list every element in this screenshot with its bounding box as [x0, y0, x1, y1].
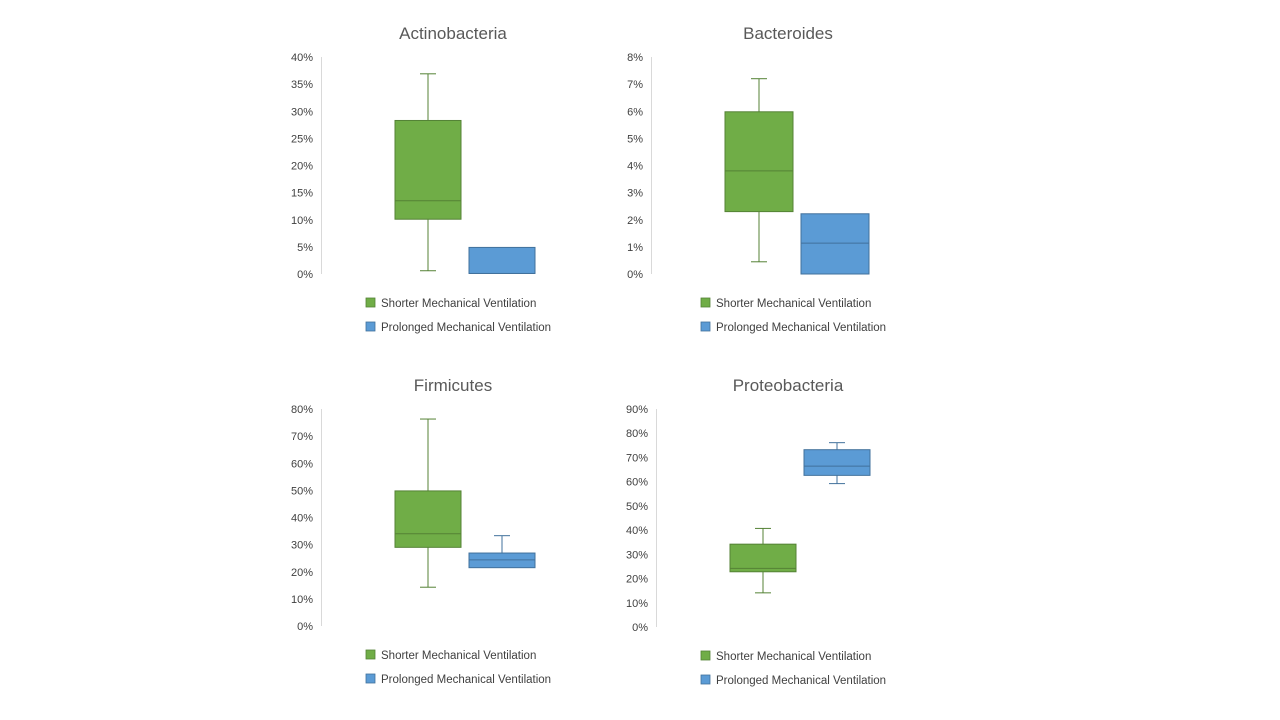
legend-swatch	[700, 674, 711, 685]
box-shorter	[394, 73, 462, 272]
y-tick-label: 20%	[291, 567, 313, 579]
box-prolonged	[803, 442, 871, 485]
chart-title: Firmicutes	[414, 376, 492, 395]
y-tick-label: 5%	[297, 242, 313, 254]
box-shorter	[394, 418, 462, 588]
y-tick-label: 40%	[291, 513, 313, 525]
legend-label: Shorter Mechanical Ventilation	[716, 298, 871, 310]
chart-title: Bacteroides	[743, 24, 833, 43]
y-tick-label: 20%	[291, 161, 313, 173]
chart-title: Proteobacteria	[733, 376, 844, 395]
y-tick-label: 20%	[626, 574, 648, 586]
legend-label: Shorter Mechanical Ventilation	[716, 651, 871, 663]
y-tick-label: 25%	[291, 133, 313, 145]
chart-0: Actinobacteria 0% 5% 10% 15% 20% 25% 30% 35% 40% S…	[291, 24, 551, 334]
y-tick-label: 80%	[291, 404, 313, 416]
y-tick-label: 70%	[626, 452, 648, 464]
legend-swatch	[700, 297, 711, 308]
y-tick-label: 3%	[627, 188, 643, 200]
box-prolonged	[468, 535, 536, 569]
y-tick-label: 10%	[291, 215, 313, 227]
box-body	[468, 246, 536, 274]
y-tick-label: 80%	[626, 428, 648, 440]
legend-label: Prolonged Mechanical Ventilation	[716, 322, 886, 334]
y-tick-label: 30%	[291, 540, 313, 552]
box-body	[803, 449, 871, 476]
y-tick-label: 60%	[626, 477, 648, 489]
y-tick-label: 0%	[632, 622, 648, 634]
y-tick-label: 0%	[297, 269, 313, 281]
chart-2: Firmicutes 0% 10% 20% 30% 40% 50% 60% 70% 80% Shor…	[291, 376, 551, 686]
y-tick-label: 40%	[291, 52, 313, 64]
box-body	[394, 490, 462, 548]
y-tick-label: 7%	[627, 79, 643, 91]
box-body	[724, 111, 794, 213]
box-body	[729, 543, 797, 573]
y-tick-label: 30%	[626, 549, 648, 561]
chart-3: Proteobacteria 0% 10% 20% 30% 40% 50% 60% 70% 80%…	[626, 376, 886, 687]
legend-swatch	[365, 673, 376, 684]
y-tick-label: 10%	[626, 598, 648, 610]
box-body	[468, 552, 536, 569]
box-prolonged	[800, 213, 870, 275]
legend-label: Shorter Mechanical Ventilation	[381, 298, 536, 310]
y-tick-label: 0%	[627, 269, 643, 281]
y-tick-label: 10%	[291, 594, 313, 606]
y-tick-label: 90%	[626, 404, 648, 416]
box-body	[394, 119, 462, 220]
y-tick-label: 1%	[627, 242, 643, 254]
legend-label: Prolonged Mechanical Ventilation	[716, 675, 886, 687]
y-tick-label: 4%	[627, 161, 643, 173]
legend-swatch	[365, 649, 376, 660]
y-tick-label: 30%	[291, 106, 313, 118]
y-tick-label: 35%	[291, 79, 313, 91]
chart-title: Actinobacteria	[399, 24, 507, 43]
legend-label: Shorter Mechanical Ventilation	[381, 650, 536, 662]
y-tick-label: 50%	[291, 485, 313, 497]
y-tick-label: 0%	[297, 621, 313, 633]
y-tick-label: 70%	[291, 431, 313, 443]
legend-swatch	[700, 650, 711, 661]
legend-swatch	[365, 297, 376, 308]
y-tick-label: 40%	[626, 525, 648, 537]
y-tick-label: 5%	[627, 133, 643, 145]
y-tick-label: 2%	[627, 215, 643, 227]
chart-1: Bacteroides 0% 1% 2% 3% 4% 5% 6% 7% 8% Shorter Mec…	[627, 24, 886, 334]
y-tick-label: 8%	[627, 52, 643, 64]
legend-label: Prolonged Mechanical Ventilation	[381, 322, 551, 334]
legend-swatch	[700, 321, 711, 332]
y-tick-label: 15%	[291, 188, 313, 200]
y-tick-label: 6%	[627, 106, 643, 118]
box-shorter	[729, 527, 797, 594]
y-tick-label: 60%	[291, 458, 313, 470]
y-tick-label: 50%	[626, 501, 648, 513]
box-shorter	[724, 78, 794, 263]
box-body	[800, 213, 870, 275]
legend-label: Prolonged Mechanical Ventilation	[381, 674, 551, 686]
legend-swatch	[365, 321, 376, 332]
box-prolonged	[468, 246, 536, 274]
